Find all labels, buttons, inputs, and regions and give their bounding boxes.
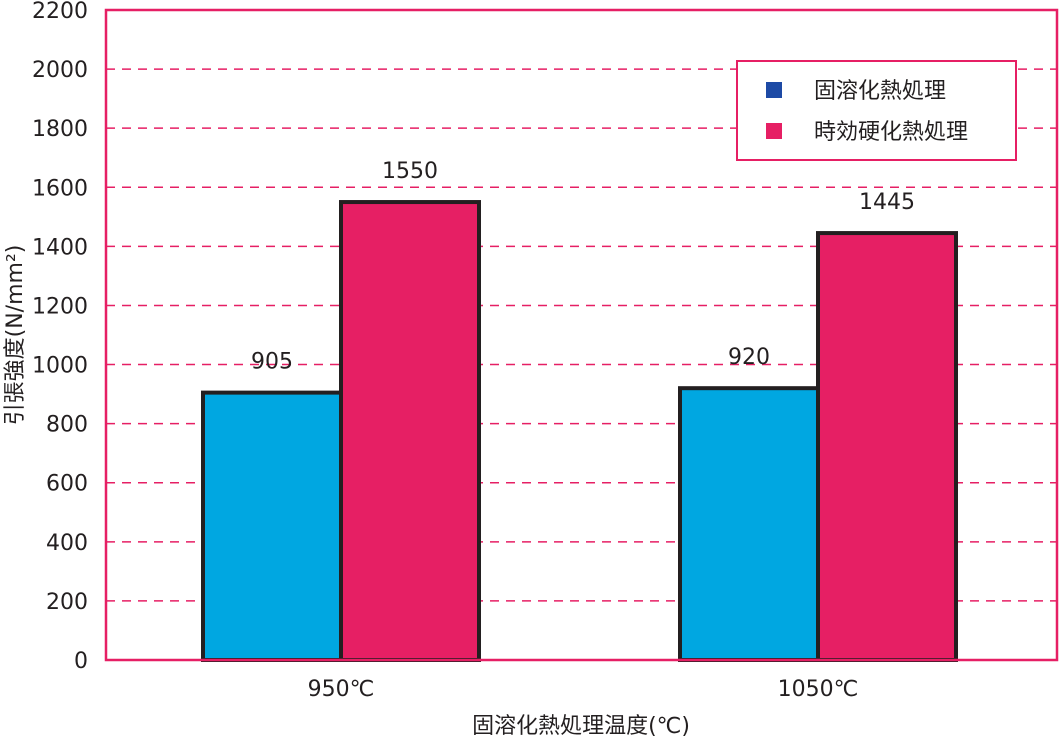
legend: 固溶化熱処理 時効硬化熱処理 (736, 60, 1017, 161)
legend-swatch-aging (766, 123, 782, 139)
data-label: 905 (251, 350, 293, 375)
data-labels: 905 1550 920 1445 (251, 159, 915, 375)
y-tick-labels: 0 200 400 600 800 1000 1200 1400 1600 1800 2000 220… (32, 0, 88, 674)
plot-frame (104, 8, 1059, 662)
x-category-labels: 950℃ 1050℃ (308, 677, 859, 702)
y-tick-label: 2200 (32, 0, 88, 24)
data-label: 1445 (859, 190, 915, 215)
y-tick-label: 200 (46, 590, 88, 615)
bars (201, 200, 958, 663)
legend-swatch-solution (766, 82, 782, 98)
bar-aging-0 (339, 200, 481, 663)
x-category-label: 950℃ (308, 677, 375, 702)
y-tick-label: 1000 (32, 354, 88, 379)
data-label: 1550 (382, 159, 438, 184)
y-tick-label: 800 (46, 413, 88, 438)
y-tick-label: 0 (74, 649, 88, 674)
x-axis-title: 固溶化熱処理温度(℃) (472, 714, 690, 739)
y-tick-label: 400 (46, 531, 88, 556)
data-label: 920 (728, 345, 770, 370)
y-tick-label: 600 (46, 472, 88, 497)
y-tick-label: 1200 (32, 294, 88, 319)
bar-solution-0 (201, 390, 343, 662)
y-axis-title: 引張強度(N/mm²) (3, 245, 28, 426)
legend-label-aging: 時効硬化熱処理 (814, 120, 968, 145)
bar-solution-1 (678, 386, 820, 662)
legend-label-solution: 固溶化熱処理 (814, 79, 946, 104)
y-tick-label: 2000 (32, 58, 88, 83)
legend-box (736, 60, 1017, 161)
y-tick-label: 1600 (32, 176, 88, 201)
x-category-label: 1050℃ (778, 677, 859, 702)
y-tick-label: 1800 (32, 117, 88, 142)
bar-aging-1 (816, 231, 958, 662)
y-tick-label: 1400 (32, 235, 88, 260)
